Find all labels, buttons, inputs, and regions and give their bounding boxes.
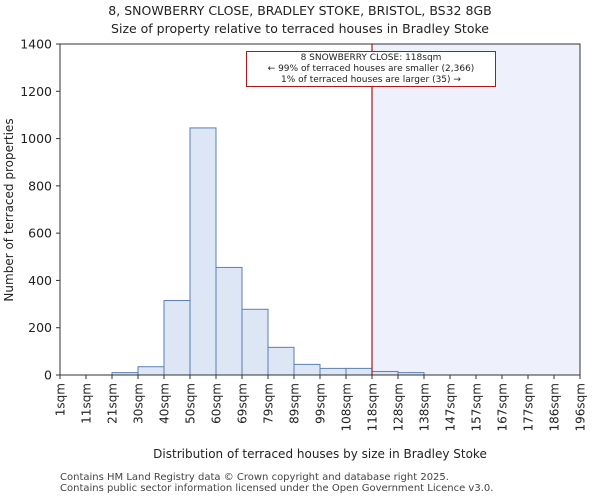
chart-title: 8, SNOWBERRY CLOSE, BRADLEY STOKE, BRIST… — [108, 3, 492, 18]
highlight-region — [372, 44, 580, 375]
bar-89sqm — [293, 363, 321, 376]
x-tick-label-99sqm: 99sqm — [314, 383, 328, 424]
y-tick-label-200: 200 — [28, 320, 52, 335]
chart-subtitle: Size of property relative to terraced ho… — [111, 21, 489, 36]
y-tick-label-1400: 1400 — [20, 37, 52, 52]
bar-79sqm — [267, 346, 295, 376]
x-tick-label-11sqm: 11sqm — [80, 383, 94, 424]
y-tick-label-600: 600 — [28, 226, 52, 241]
x-tick-label-167sqm: 167sqm — [496, 383, 510, 431]
y-tick-label-800: 800 — [28, 178, 52, 193]
annotation-line-1: 8 SNOWBERRY CLOSE: 118sqm — [300, 53, 442, 63]
bar-69sqm — [241, 308, 269, 376]
x-tick-label-196sqm: 196sqm — [574, 383, 588, 431]
x-tick-label-60sqm: 60sqm — [210, 383, 224, 424]
x-tick-label-128sqm: 128sqm — [392, 383, 406, 431]
x-tick-label-79sqm: 79sqm — [262, 383, 276, 424]
bar-30sqm — [137, 366, 165, 376]
x-axis-label: Distribution of terraced houses by size … — [153, 447, 487, 461]
x-tick-label-118sqm: 118sqm — [366, 383, 380, 431]
footer-licence: Contains public sector information licen… — [60, 483, 494, 494]
x-tick-label-1sqm: 1sqm — [54, 383, 68, 416]
property-annotation-box: 8 SNOWBERRY CLOSE: 118sqm ← 99% of terra… — [246, 51, 496, 87]
bar-60sqm — [215, 266, 243, 376]
annotation-line-3: 1% of terraced houses are larger (35) → — [281, 75, 461, 85]
x-tick-label-177sqm: 177sqm — [522, 383, 536, 431]
x-tick-label-89sqm: 89sqm — [288, 383, 302, 424]
bar-108sqm — [345, 367, 373, 376]
x-tick-label-157sqm: 157sqm — [470, 383, 484, 431]
x-tick-label-186sqm: 186sqm — [548, 383, 562, 431]
x-tick-label-138sqm: 138sqm — [418, 383, 432, 431]
x-tick-label-147sqm: 147sqm — [444, 383, 458, 431]
bar-99sqm — [319, 367, 347, 376]
footer-copyright: Contains HM Land Registry data © Crown c… — [60, 472, 449, 483]
annotation-line-2: ← 99% of terraced houses are smaller (2,… — [267, 64, 475, 74]
bar-40sqm — [163, 300, 191, 376]
x-tick-label-21sqm: 21sqm — [106, 383, 120, 424]
x-tick-label-40sqm: 40sqm — [158, 383, 172, 424]
y-tick-label-1200: 1200 — [20, 84, 52, 99]
x-tick-label-108sqm: 108sqm — [340, 383, 354, 431]
y-tick-label-400: 400 — [28, 273, 52, 288]
y-tick-label-0: 0 — [44, 368, 52, 383]
bar-50sqm — [189, 127, 217, 376]
y-tick-label-1000: 1000 — [20, 131, 52, 146]
x-tick-label-50sqm: 50sqm — [184, 383, 198, 424]
y-axis-label: Number of terraced properties — [2, 118, 16, 301]
x-tick-label-30sqm: 30sqm — [132, 383, 146, 424]
bar-118sqm — [371, 370, 399, 376]
x-tick-label-69sqm: 69sqm — [236, 383, 250, 424]
